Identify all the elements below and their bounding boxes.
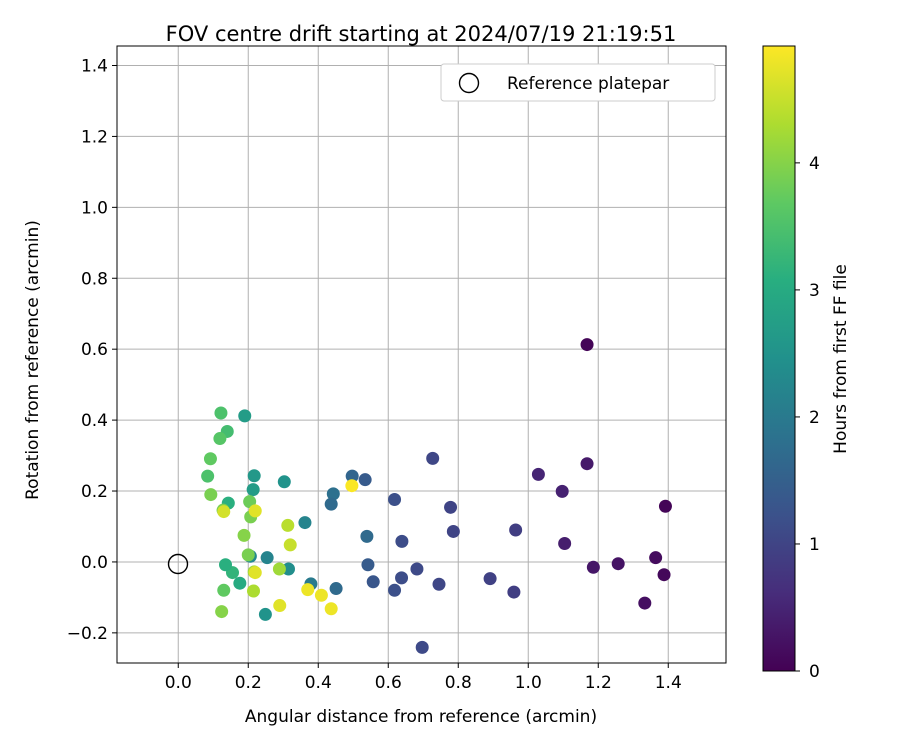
- data-point: [410, 563, 423, 576]
- colorbar-tick-label: 0: [809, 662, 820, 682]
- data-point: [233, 577, 246, 590]
- colorbar-label: Hours from first FF file: [831, 264, 851, 454]
- colorbar-ticks: 0 1 2 3 4: [795, 154, 820, 682]
- data-point: [558, 537, 571, 550]
- data-point: [238, 529, 251, 542]
- y-tick-label: 1.0: [81, 198, 108, 218]
- data-points: [201, 338, 672, 654]
- y-tick-label: 1.4: [81, 57, 108, 77]
- x-tick-label: 1.2: [585, 673, 612, 693]
- data-point: [261, 551, 274, 564]
- data-point: [395, 571, 408, 584]
- x-tick-label: 0.2: [235, 673, 262, 693]
- y-axis-label: Rotation from reference (arcmin): [23, 220, 43, 500]
- colorbar-gradient: [763, 46, 795, 671]
- data-point: [242, 548, 255, 561]
- data-point: [298, 516, 311, 529]
- data-point: [532, 468, 545, 481]
- data-point: [247, 483, 260, 496]
- y-tick-label: 1.2: [81, 127, 108, 147]
- data-point: [509, 524, 522, 537]
- data-point: [416, 641, 429, 654]
- data-point: [447, 525, 460, 538]
- data-point: [204, 452, 217, 465]
- data-point: [204, 488, 217, 501]
- x-tick-label: 0.4: [305, 673, 332, 693]
- y-tick-label: 0.8: [81, 269, 108, 289]
- data-point: [395, 535, 408, 548]
- data-point: [325, 602, 338, 615]
- data-point: [217, 584, 230, 597]
- legend: Reference platepar: [441, 64, 715, 101]
- data-point: [219, 558, 232, 571]
- data-point: [507, 586, 520, 599]
- data-point: [213, 432, 226, 445]
- data-point: [248, 469, 261, 482]
- data-point: [360, 530, 373, 543]
- data-point: [658, 568, 671, 581]
- chart-figure: FOV centre drift starting at 2024/07/19 …: [0, 0, 900, 750]
- data-point: [388, 584, 401, 597]
- legend-label: Reference platepar: [507, 74, 669, 94]
- y-tick-label: −0.2: [67, 624, 108, 644]
- y-axis-ticks: −0.2 0.0 0.2 0.4 0.6 0.8 1.0 1.2 1.4: [67, 57, 117, 644]
- data-point: [201, 470, 214, 483]
- data-point: [273, 599, 286, 612]
- data-point: [433, 578, 446, 591]
- data-point: [649, 551, 662, 564]
- data-point: [215, 605, 228, 618]
- data-point: [249, 504, 262, 517]
- x-tick-label: 0.8: [445, 673, 472, 693]
- y-tick-label: 0.2: [81, 482, 108, 502]
- data-point: [259, 608, 272, 621]
- data-point: [214, 407, 227, 420]
- data-point: [361, 558, 374, 571]
- colorbar-tick-label: 1: [809, 535, 820, 555]
- data-point: [238, 409, 251, 422]
- x-axis-label: Angular distance from reference (arcmin): [245, 707, 597, 727]
- y-tick-label: 0.4: [81, 411, 108, 431]
- data-point: [484, 572, 497, 585]
- colorbar-tick-label: 4: [809, 154, 820, 174]
- data-point: [426, 452, 439, 465]
- data-point: [273, 563, 286, 576]
- y-tick-label: 0.0: [81, 553, 108, 573]
- data-point: [278, 475, 291, 488]
- colorbar: 0 1 2 3 4 Hours from first FF file: [763, 46, 851, 682]
- data-point: [612, 557, 625, 570]
- data-point: [659, 500, 672, 513]
- data-point: [301, 583, 314, 596]
- data-point: [325, 498, 338, 511]
- data-point: [247, 585, 260, 598]
- data-point: [444, 501, 457, 514]
- x-axis-ticks: 0.0 0.2 0.4 0.6 0.8 1.0 1.2 1.4: [165, 663, 682, 693]
- data-point: [388, 493, 401, 506]
- x-tick-label: 0.0: [165, 673, 192, 693]
- y-tick-label: 0.6: [81, 340, 108, 360]
- data-point: [556, 485, 569, 498]
- x-tick-label: 0.6: [375, 673, 402, 693]
- data-point: [315, 589, 328, 602]
- data-point: [281, 519, 294, 532]
- data-point: [217, 505, 230, 518]
- data-point: [345, 479, 358, 492]
- data-point: [581, 457, 594, 470]
- data-point: [284, 538, 297, 551]
- colorbar-tick-label: 2: [809, 408, 820, 428]
- data-point: [587, 561, 600, 574]
- data-point: [359, 473, 372, 486]
- x-tick-label: 1.4: [655, 673, 682, 693]
- colorbar-tick-label: 3: [809, 281, 820, 301]
- data-point: [330, 582, 343, 595]
- x-tick-label: 1.0: [515, 673, 542, 693]
- data-point: [638, 597, 651, 610]
- data-point: [581, 338, 594, 351]
- chart-title: FOV centre drift starting at 2024/07/19 …: [166, 22, 677, 46]
- data-point: [249, 566, 262, 579]
- data-point: [367, 575, 380, 588]
